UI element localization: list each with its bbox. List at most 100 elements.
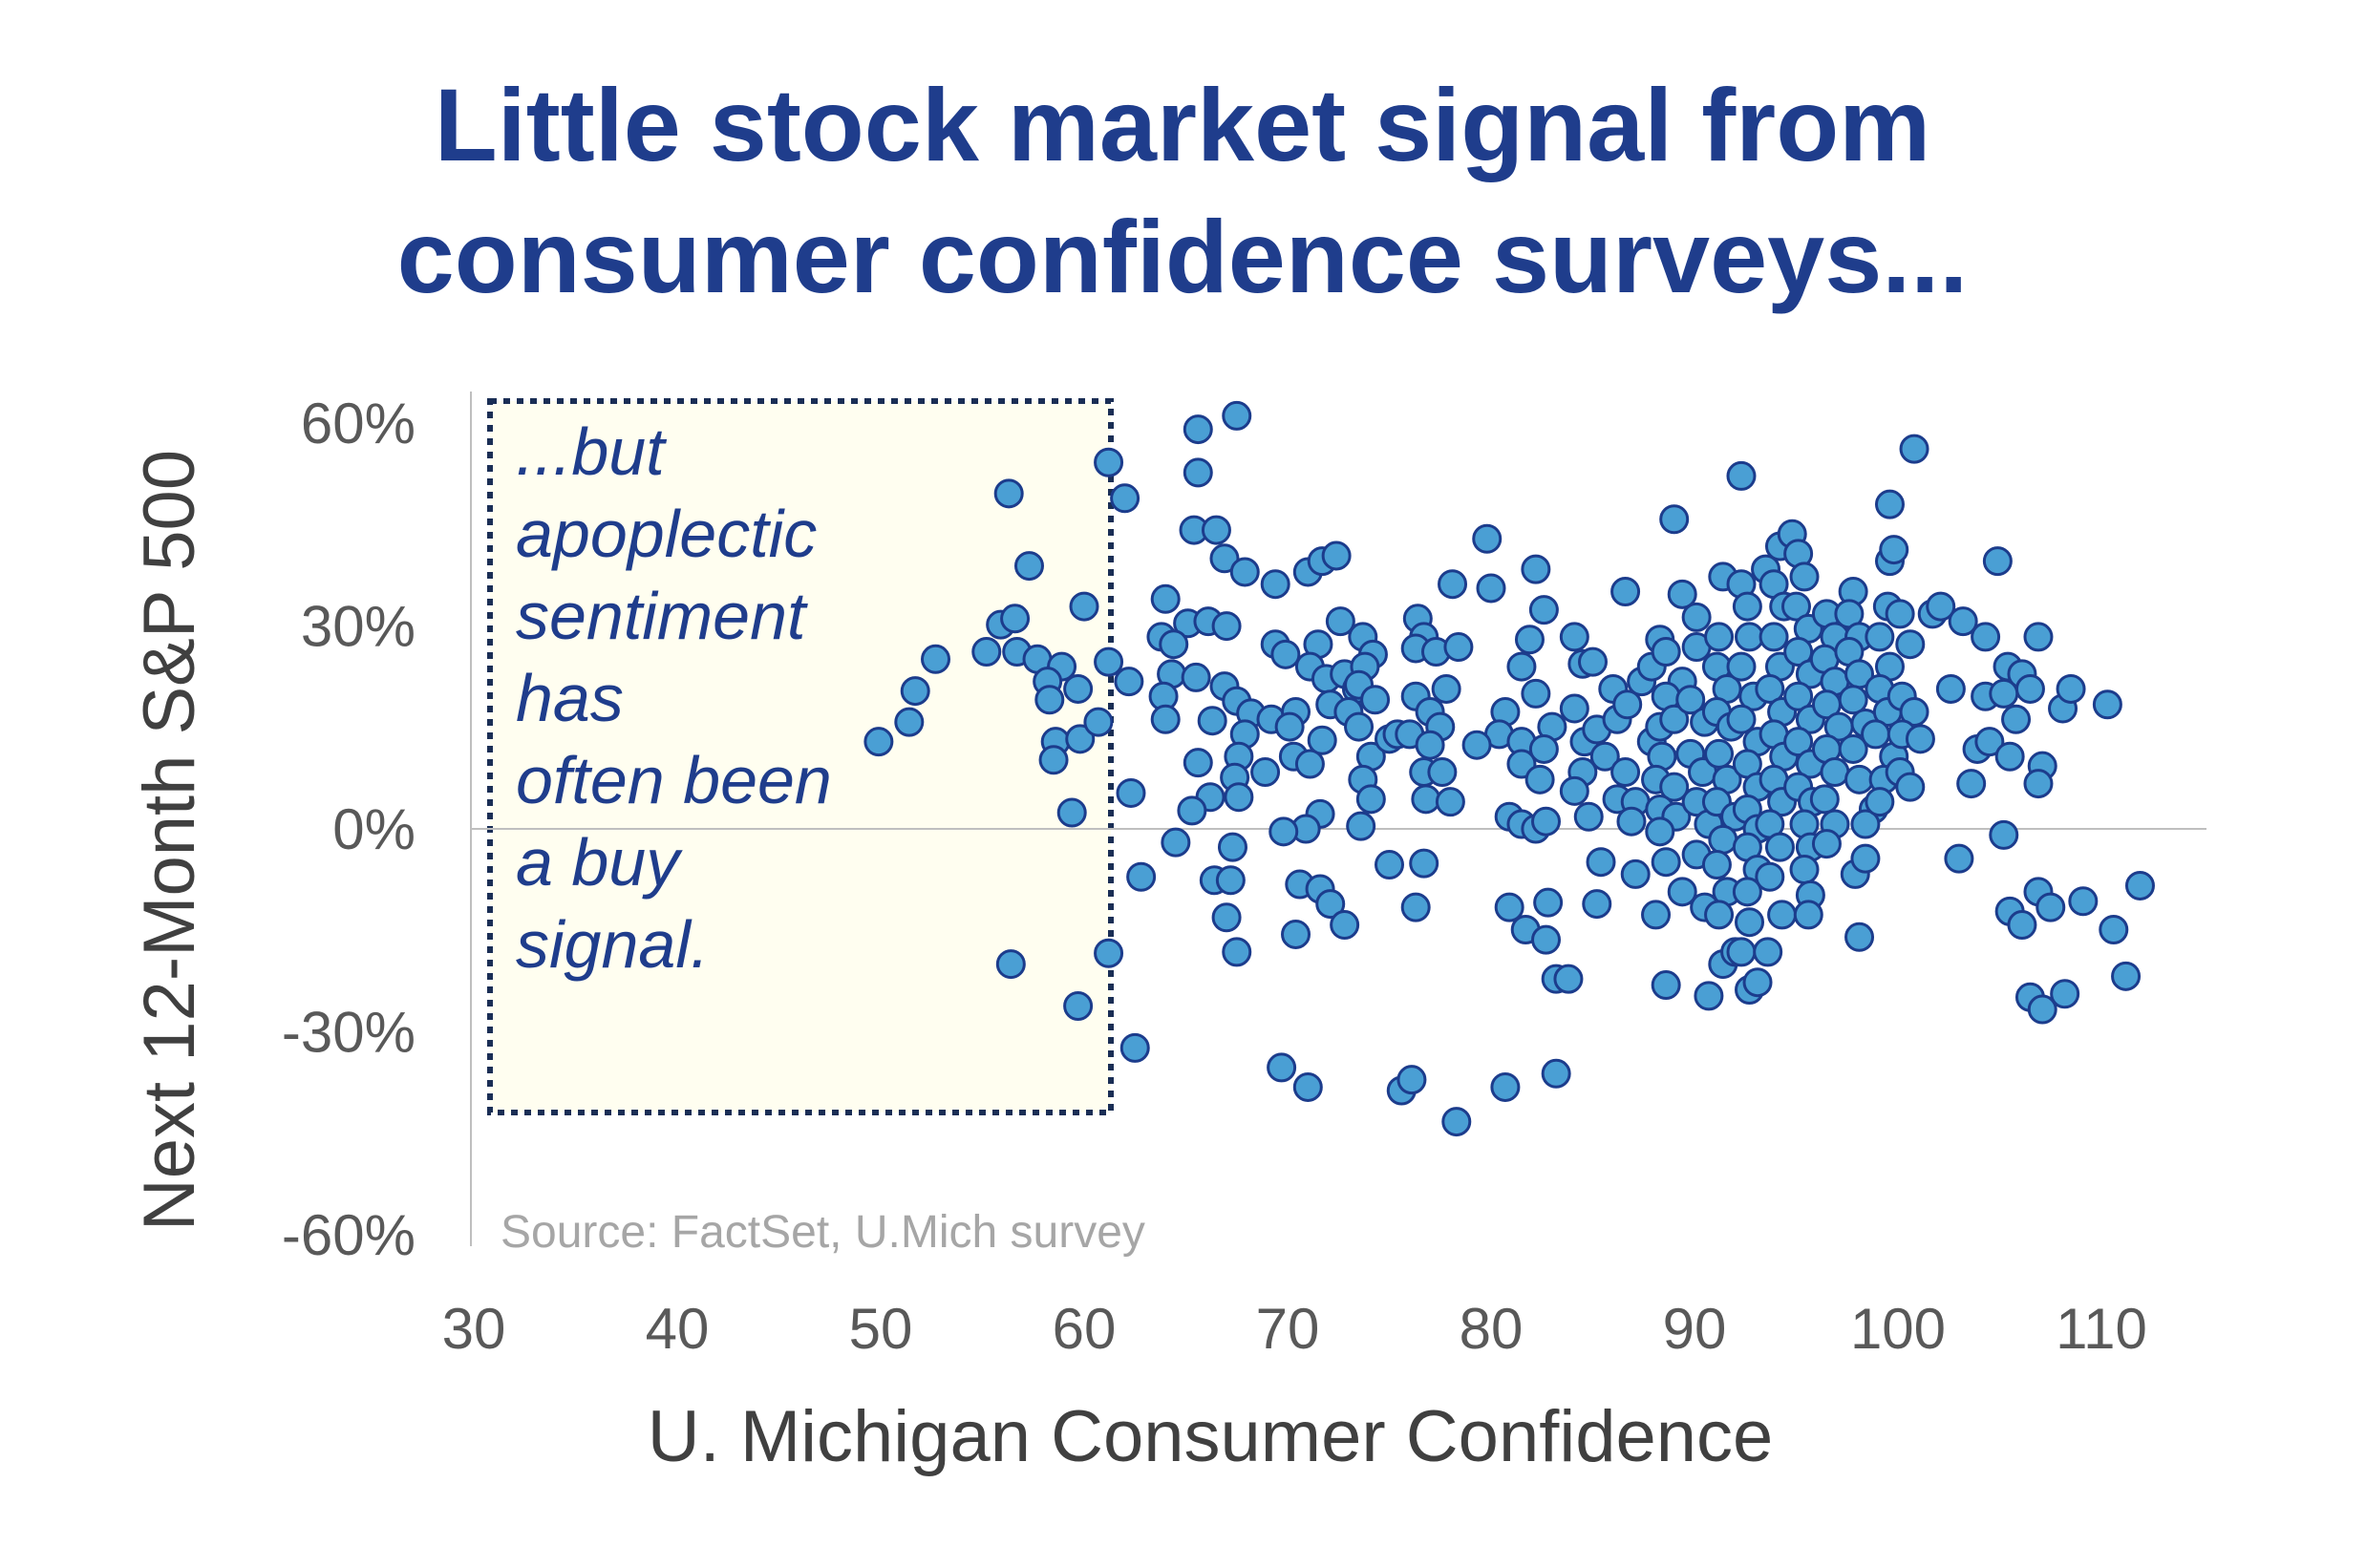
data-point [1177, 795, 1207, 826]
data-point [1759, 622, 1789, 652]
data-point [1610, 576, 1641, 606]
data-point [1346, 811, 1376, 841]
data-point [1268, 816, 1299, 847]
data-point [1541, 1058, 1571, 1089]
data-point [1159, 629, 1189, 660]
data-point [1726, 460, 1757, 491]
data-point [1094, 447, 1124, 477]
data-point [1793, 900, 1823, 930]
data-point [1321, 540, 1352, 571]
data-point [1861, 719, 1891, 750]
data-point [1211, 611, 1242, 642]
data-point [1161, 827, 1191, 858]
data-point [2099, 914, 2129, 944]
data-point [1521, 678, 1551, 709]
data-point [1809, 784, 1840, 815]
x-tick-label: 40 [646, 1297, 710, 1361]
y-tick-label: 0% [332, 797, 416, 861]
data-point [1506, 651, 1537, 682]
y-tick-label: -60% [282, 1203, 416, 1267]
data-point [1409, 848, 1439, 879]
data-point [1732, 591, 1762, 622]
data-point [993, 478, 1024, 509]
chart-title-line-2: consumer confidence surveys... [397, 199, 1969, 314]
data-point [1994, 741, 2025, 772]
x-tick-label: 80 [1460, 1297, 1524, 1361]
data-point [1989, 819, 2019, 850]
data-point [1755, 861, 1785, 892]
data-point [1645, 816, 1675, 847]
data-point [1494, 892, 1524, 922]
data-point [1956, 769, 1987, 799]
annotation-text: ...but apoplectic sentiment has often been a … [516, 414, 832, 982]
data-point [1119, 1032, 1150, 1063]
data-point [1211, 902, 1242, 933]
y-tick-label: 60% [301, 392, 416, 456]
data-point [1315, 889, 1346, 920]
data-point [1885, 599, 1915, 629]
data-point [1294, 749, 1325, 779]
data-point [1330, 910, 1360, 941]
data-points [863, 400, 2155, 1137]
data-point [1260, 569, 1290, 600]
data-point [1944, 843, 1974, 874]
data-point [2056, 673, 2086, 704]
data-point [1735, 907, 1765, 938]
data-point [1514, 625, 1545, 655]
data-point [1610, 757, 1641, 788]
data-point [1667, 877, 1697, 907]
highlight-box [487, 398, 1114, 1115]
data-point [2001, 704, 2032, 734]
data-point [1905, 724, 1935, 754]
data-point [2027, 994, 2057, 1025]
data-point [1865, 622, 1895, 652]
data-point [1063, 990, 1094, 1021]
annotation-line: sentiment [516, 579, 808, 653]
data-point [1270, 639, 1301, 669]
data-point [1063, 673, 1094, 704]
data-point [1461, 730, 1492, 760]
data-point [1150, 583, 1181, 614]
data-point [1789, 562, 1820, 592]
x-tick-label: 90 [1663, 1297, 1727, 1361]
data-point [1926, 591, 1956, 622]
data-point [1620, 858, 1651, 889]
data-point [1375, 850, 1404, 880]
data-point [1811, 829, 1842, 859]
x-tick-label: 110 [2056, 1297, 2147, 1361]
data-point [1659, 704, 1690, 734]
x-tick-label: 50 [849, 1297, 913, 1361]
data-point [1038, 745, 1069, 775]
data-point [1850, 843, 1881, 874]
data-point [1531, 924, 1562, 955]
data-point [1411, 784, 1441, 815]
data-point [2111, 961, 2142, 991]
data-point [1069, 591, 1099, 622]
data-point [1094, 938, 1124, 968]
data-point [1838, 685, 1868, 715]
data-point [1767, 900, 1798, 930]
data-point [1820, 757, 1850, 788]
data-point [1586, 847, 1616, 878]
data-point [2036, 892, 2066, 922]
data-point [1844, 764, 1875, 795]
data-point [921, 644, 951, 674]
y-tick-label: -30% [282, 1000, 416, 1064]
data-point [1895, 772, 1926, 802]
data-point [1899, 697, 1929, 728]
data-point [1783, 681, 1814, 711]
data-point [1181, 662, 1211, 692]
data-point [1704, 622, 1735, 652]
data-point [1641, 900, 1672, 930]
data-point [1589, 741, 1620, 772]
data-point [1559, 622, 1589, 652]
data-point [1490, 1071, 1521, 1102]
annotation-line: often been [516, 743, 832, 817]
data-point [1083, 707, 1114, 737]
data-point [995, 949, 1026, 980]
data-point [1281, 919, 1311, 949]
data-point [1651, 970, 1681, 1001]
data-point [1201, 515, 1231, 545]
data-point [1681, 602, 1712, 632]
data-point [1065, 724, 1096, 754]
